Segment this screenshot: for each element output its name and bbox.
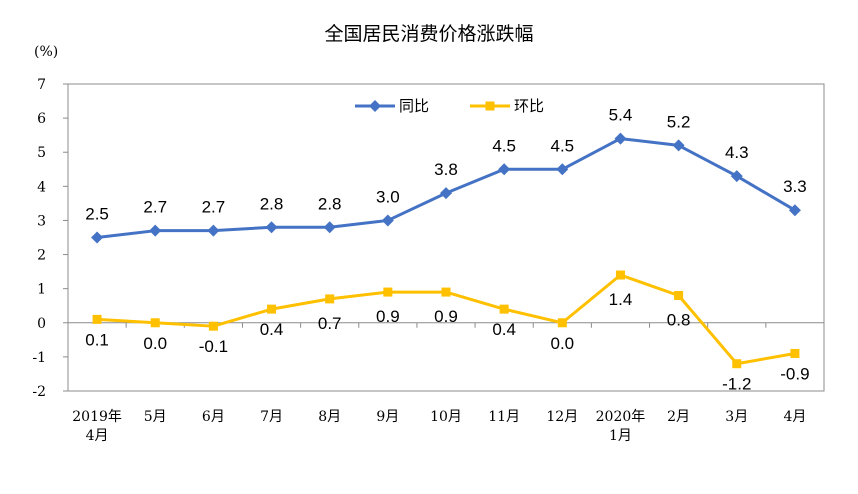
data-point xyxy=(323,221,336,234)
chart-title: 全国居民消费价格涨跌幅 xyxy=(324,23,533,45)
y-tick-label: 3 xyxy=(37,213,46,229)
data-label: 5.2 xyxy=(667,112,691,131)
data-point xyxy=(614,132,627,145)
data-label: 3.8 xyxy=(434,160,458,179)
data-label: 3.3 xyxy=(783,177,807,196)
legend-label: 同比 xyxy=(399,97,429,115)
y-tick-label: 2 xyxy=(37,248,46,264)
y-tick-label: 7 xyxy=(37,77,46,93)
data-point xyxy=(91,231,104,244)
data-label: 0.9 xyxy=(434,307,458,326)
data-point xyxy=(440,187,452,200)
data-label: 1.4 xyxy=(609,290,633,309)
data-label: 0.9 xyxy=(376,307,400,326)
data-label: 0.1 xyxy=(85,330,109,349)
data-label: 2.5 xyxy=(85,205,109,224)
x-tick-label: 4月 xyxy=(86,428,109,444)
x-tick-label: 11月 xyxy=(488,409,520,425)
data-point xyxy=(150,318,160,328)
y-tick-label: 4 xyxy=(37,179,46,195)
y-tick-label: 0 xyxy=(37,316,46,332)
data-point xyxy=(788,204,801,217)
legend-marker xyxy=(485,101,495,111)
data-point xyxy=(265,221,278,234)
y-tick-label: 1 xyxy=(37,282,46,298)
x-tick-label: 2020年 xyxy=(596,409,646,425)
y-tick-label: 6 xyxy=(37,111,46,127)
data-label: 5.4 xyxy=(609,106,633,125)
data-point xyxy=(790,348,800,358)
data-label: -0.1 xyxy=(199,337,228,356)
x-tick-label: 10月 xyxy=(430,409,462,425)
data-label: 0.0 xyxy=(143,334,167,353)
y-tick-label: -2 xyxy=(32,384,46,400)
data-point xyxy=(499,304,509,314)
x-tick-label: 6月 xyxy=(202,409,225,425)
plot-area: 7 6 5 4 3 2 1 0 -1 -2 2019年 4月 5月 6月 7月 8月 9月 10月 11月 12月 20… xyxy=(32,77,825,444)
data-point xyxy=(207,224,220,237)
data-point xyxy=(267,304,277,314)
data-label: 4.5 xyxy=(550,136,574,155)
y-unit-label: (%) xyxy=(34,44,58,60)
data-point xyxy=(208,321,218,331)
x-tick-label: 2019年 xyxy=(72,409,122,425)
data-label: 2.7 xyxy=(202,198,226,217)
legend: 同比 环比 xyxy=(355,97,544,115)
data-point xyxy=(498,163,511,176)
data-point xyxy=(556,163,569,176)
x-tick-label: 12月 xyxy=(546,409,578,425)
data-label: -0.9 xyxy=(780,364,809,383)
plot-frame xyxy=(67,83,825,392)
x-tick-label: 4月 xyxy=(783,409,806,425)
data-label: 0.4 xyxy=(260,320,284,339)
x-tick-label: 2月 xyxy=(667,409,690,425)
y-tick-label: 5 xyxy=(37,145,46,161)
data-label: 3.0 xyxy=(376,187,400,206)
data-label: -1.2 xyxy=(722,375,751,394)
x-tick-label: 3月 xyxy=(725,409,748,425)
data-point xyxy=(381,214,394,227)
x-tick-label: 8月 xyxy=(318,409,341,425)
data-point xyxy=(674,290,684,300)
x-tick-label: 1月 xyxy=(609,428,632,444)
data-point xyxy=(92,314,102,324)
data-label: 0.0 xyxy=(550,334,574,353)
data-label: 2.8 xyxy=(260,194,284,213)
data-point xyxy=(672,139,685,152)
data-label: 4.5 xyxy=(492,136,516,155)
data-label: 0.7 xyxy=(318,314,342,333)
data-point xyxy=(732,359,742,369)
data-label: 2.8 xyxy=(318,194,342,213)
data-label: 0.8 xyxy=(667,310,691,329)
data-point xyxy=(441,287,451,297)
x-tick-label: 5月 xyxy=(144,409,167,425)
y-tick-label: -1 xyxy=(32,350,46,366)
data-point xyxy=(325,294,335,304)
x-tick-label: 9月 xyxy=(376,409,399,425)
data-label: 2.7 xyxy=(143,198,167,217)
data-point xyxy=(149,224,162,237)
data-point xyxy=(615,270,625,280)
data-label: 4.3 xyxy=(725,143,749,162)
legend-marker xyxy=(369,100,381,112)
data-point xyxy=(730,170,743,183)
legend-label: 环比 xyxy=(514,97,544,115)
data-label: 0.4 xyxy=(492,320,516,339)
data-point xyxy=(557,318,567,328)
data-point xyxy=(383,287,393,297)
x-tick-label: 7月 xyxy=(260,409,283,425)
